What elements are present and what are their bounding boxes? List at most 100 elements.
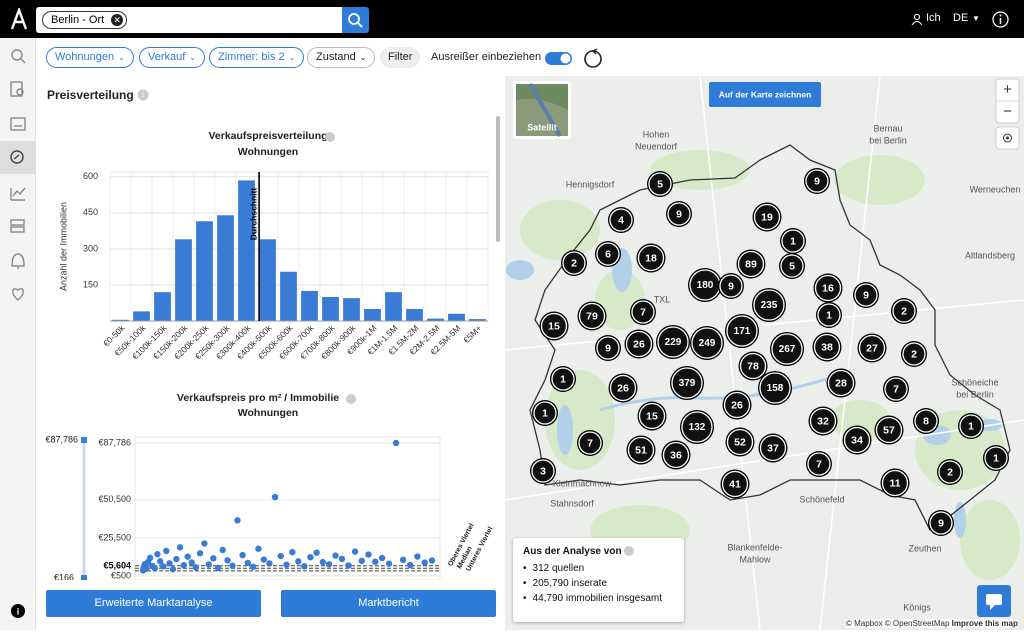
search-button[interactable]: [342, 7, 369, 33]
point: [244, 559, 251, 567]
cluster-label: 1: [542, 407, 548, 419]
cluster-ring: [938, 460, 962, 484]
cluster-ring: [578, 431, 602, 455]
filter-chip[interactable]: Wohnungen ⌄: [46, 47, 134, 68]
bar: [259, 239, 276, 321]
button-label: Erweiterte Marktanalyse: [94, 597, 213, 609]
filter-chip[interactable]: Verkauf ⌄: [139, 47, 206, 68]
y-axis-label: Anzahl der Immobilien: [58, 202, 68, 291]
cluster-ring: [691, 327, 723, 359]
point: [307, 554, 314, 561]
slider-max-label: €87,786: [45, 434, 78, 444]
cluster-label: 79: [586, 310, 598, 322]
cluster-ring: [723, 391, 751, 419]
cluster-label: 89: [745, 258, 757, 270]
satellite-toggle[interactable]: [513, 81, 571, 139]
point: [159, 563, 167, 570]
search-box[interactable]: Berlin - Ort ✕: [36, 7, 342, 33]
language[interactable]: DE: [953, 12, 969, 24]
scrollbar[interactable]: [496, 116, 500, 242]
y-tick-label: 150: [83, 279, 98, 289]
cluster-ring: [892, 299, 916, 323]
cluster-ring: [631, 300, 655, 324]
location-chip[interactable]: Berlin - Ort ✕: [42, 11, 128, 29]
cluster-ring: [638, 402, 666, 430]
point: [266, 560, 273, 567]
point: [143, 565, 150, 573]
zoom-out[interactable]: −: [1003, 103, 1012, 120]
point: [372, 558, 379, 565]
point: [358, 557, 365, 565]
cluster-ring: [533, 401, 557, 425]
improve-link[interactable]: Improve this map: [951, 619, 1018, 628]
cluster-label: 1: [993, 452, 999, 464]
point: [421, 559, 428, 566]
slider-handle[interactable]: [81, 575, 87, 580]
y-tick-label: 450: [83, 207, 98, 217]
analysis-box: Aus der Analyse von 312 quellen 205,790 …: [513, 538, 684, 622]
cluster-ring: [914, 409, 938, 433]
cluster-ring: [562, 251, 586, 275]
info-icon[interactable]: [325, 132, 335, 142]
bar: [343, 298, 360, 321]
filter-chip[interactable]: Zustand ⌄: [307, 47, 376, 68]
cluster-label: 229: [665, 337, 682, 348]
draw-button-label[interactable]: Auf der Karte zeichnen: [719, 89, 812, 99]
slider-handle[interactable]: [81, 437, 87, 443]
map[interactable]: Satellit Auf der Karte zeichnen + − Hohen Neu…: [505, 76, 1024, 630]
draw-button[interactable]: [709, 82, 821, 107]
point: [169, 566, 177, 573]
chip-remove[interactable]: ✕: [111, 14, 124, 26]
svg-text:i: i: [142, 91, 144, 100]
info-icon[interactable]: [624, 546, 635, 557]
satellite-label[interactable]: Satellit: [527, 122, 557, 132]
cluster-label: 2: [901, 305, 907, 317]
logo[interactable]: [10, 8, 28, 30]
cluster-label: 9: [605, 342, 611, 354]
market-analysis-button[interactable]: Erweiterte Marktanalyse: [46, 590, 261, 617]
cluster-ring: [648, 172, 672, 196]
y-tick-label: €50,500: [98, 494, 131, 504]
point: [173, 555, 180, 563]
place-label: bei Berlin: [956, 389, 994, 399]
refresh-icon[interactable]: [584, 50, 602, 68]
point: [205, 561, 213, 568]
bar: [469, 319, 486, 321]
place-label: Bernau: [873, 123, 902, 133]
filter-button[interactable]: Filter: [380, 47, 421, 68]
bar: [280, 271, 297, 321]
cluster-label: 7: [893, 383, 899, 395]
place-label: Hennigsdorf: [566, 179, 615, 189]
bar: [196, 221, 213, 321]
cluster-ring: [902, 342, 926, 366]
cluster-ring: [737, 250, 765, 278]
info-icon[interactable]: i: [137, 89, 149, 101]
user-label[interactable]: Ich: [926, 12, 941, 24]
cluster-label: 1: [560, 373, 566, 385]
zoom-in[interactable]: +: [1003, 81, 1012, 98]
filter-chip[interactable]: Zimmer: bis 2 ⌄: [209, 47, 305, 68]
help-icon[interactable]: [11, 604, 25, 618]
cluster-ring: [753, 203, 781, 231]
cluster-label: 57: [883, 424, 895, 436]
cluster-label: 379: [679, 378, 696, 389]
info-icon[interactable]: [346, 394, 356, 404]
cluster-ring: [771, 333, 803, 365]
point: [192, 564, 200, 571]
cluster-label: 41: [729, 478, 741, 490]
place-label: Zeuthen: [908, 543, 941, 553]
point: [184, 553, 191, 560]
chip-text: Berlin - Ort: [51, 14, 105, 26]
cluster-ring: [681, 411, 713, 443]
cluster-label: 8: [923, 415, 929, 427]
bar: [112, 319, 129, 321]
caret: ⌄: [359, 53, 367, 62]
user-icon[interactable]: [911, 13, 923, 25]
market-report-button[interactable]: Marktbericht: [281, 590, 496, 617]
cluster-ring: [759, 434, 787, 462]
point: [271, 493, 279, 501]
cluster-ring: [726, 315, 758, 347]
place-label: Schönefeld: [799, 494, 844, 504]
info-icon[interactable]: [992, 11, 1009, 28]
cluster-label: 7: [640, 306, 646, 318]
